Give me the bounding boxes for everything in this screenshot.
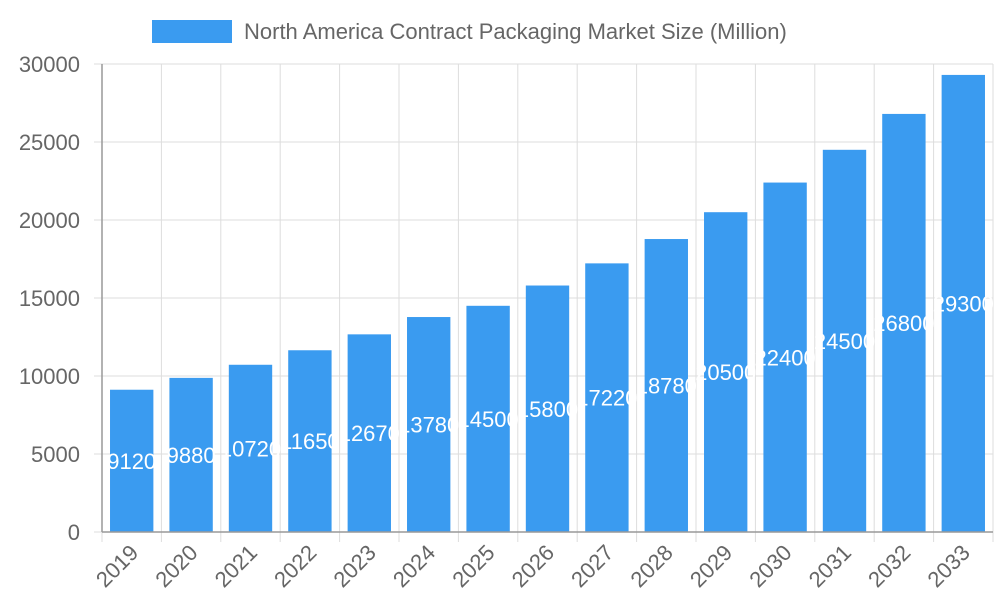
data-label: 22400: [755, 345, 816, 370]
y-tick-label: 20000: [19, 208, 80, 233]
bar-2026: [525, 285, 570, 532]
bar-2033: [941, 74, 985, 533]
y-tick-label: 15000: [19, 286, 80, 311]
data-label: 10720: [220, 436, 281, 461]
data-label: 29300: [933, 291, 994, 316]
data-label: 26800: [873, 311, 934, 336]
x-tick-label: 2031: [804, 540, 856, 592]
data-label: 12670: [339, 421, 400, 446]
bar-2024: [407, 317, 451, 532]
bar-2025: [466, 305, 510, 532]
x-tick-label: 2028: [626, 540, 678, 592]
data-label: 18780: [636, 374, 697, 399]
legend[interactable]: North America Contract Packaging Market …: [152, 19, 787, 44]
x-tick-label: 2020: [150, 540, 202, 592]
data-label: 13780: [398, 413, 459, 438]
bar-2028: [644, 239, 688, 533]
x-tick-label: 2025: [447, 540, 499, 592]
x-tick-label: 2023: [329, 540, 381, 592]
grid: [94, 63, 994, 542]
bar-2021: [228, 364, 273, 532]
bar-2027: [585, 263, 629, 532]
x-tick-label: 2027: [566, 540, 618, 592]
y-tick-label: 25000: [19, 130, 80, 155]
data-label: 11650: [280, 429, 340, 454]
bar-2019: [110, 389, 154, 532]
data-label: 9120: [107, 449, 156, 474]
bar-2032: [882, 113, 926, 533]
bar-2029: [704, 212, 748, 532]
y-tick-label: 0: [68, 520, 80, 545]
data-label: 17220: [576, 386, 637, 411]
x-tick-label: 2032: [863, 540, 915, 592]
x-tick-label: 2026: [507, 540, 559, 592]
bar-2031: [822, 149, 867, 533]
x-tick-label: 2019: [91, 540, 143, 592]
y-tick-label: 5000: [31, 442, 80, 467]
x-tick-label: 2021: [210, 540, 262, 592]
x-tick-label: 2024: [388, 540, 440, 592]
x-tick-label: 2033: [923, 540, 975, 592]
y-tick-label: 30000: [19, 52, 80, 77]
x-tick-label: 2030: [744, 540, 796, 592]
bar-2020: [169, 377, 213, 532]
x-tick-label: 2029: [685, 540, 737, 592]
data-label: 24500: [814, 329, 875, 354]
data-label: 9880: [167, 443, 216, 468]
legend-label: North America Contract Packaging Market …: [244, 19, 787, 44]
bars: 9120 9880 10720 11650 1267013780145001580017…: [107, 74, 994, 533]
x-tick-label: 2022: [269, 540, 321, 592]
bar-2023: [347, 334, 391, 532]
legend-swatch: [152, 20, 232, 43]
data-label: 15800: [517, 397, 578, 422]
data-label: 14500: [458, 407, 519, 432]
bar-2030: [763, 182, 807, 532]
data-label: 20500: [695, 360, 756, 385]
y-tick-label: 10000: [19, 364, 80, 389]
bar-2022: [288, 350, 332, 532]
